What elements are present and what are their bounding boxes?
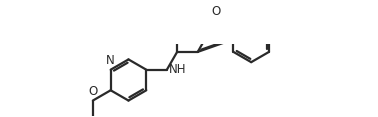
Text: NH: NH [169, 63, 186, 76]
Text: O: O [211, 5, 220, 18]
Text: N: N [106, 54, 115, 67]
Text: O: O [88, 85, 98, 98]
